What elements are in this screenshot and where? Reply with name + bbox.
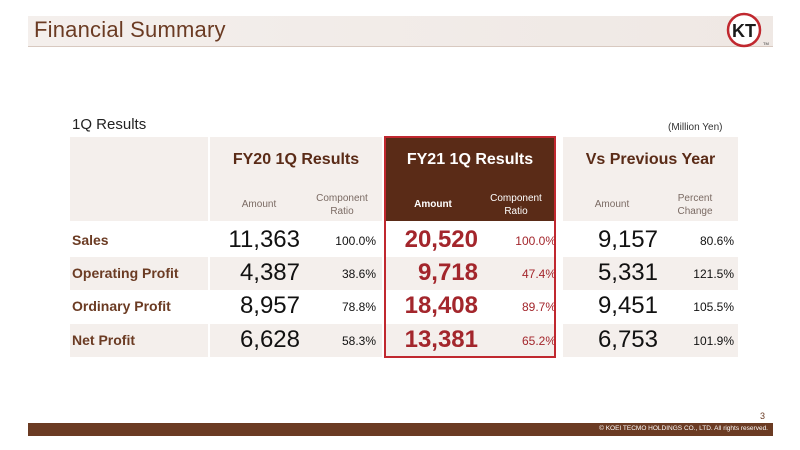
vs-change: 101.9% (693, 334, 734, 348)
row-label: Net Profit (72, 332, 135, 348)
table-row: Net Profit 6,628 58.3% 13,381 65.2% 6,753 101.… (70, 324, 738, 357)
vs-title: Vs Previous Year (585, 151, 716, 168)
fy21-ratio: 89.7% (521, 300, 556, 314)
row-label: Sales (72, 232, 109, 248)
fy21-amount-header: Amount (414, 199, 452, 210)
fy20-amount: 11,363 (228, 226, 300, 253)
fy20-ratio: 38.6% (341, 267, 376, 281)
header-vs: Vs Previous Year Amount Percent Change (563, 137, 738, 221)
logo-text: KT (732, 21, 756, 41)
row-shade (563, 324, 738, 357)
row-shade (70, 324, 208, 357)
vs-amount: 6,753 (597, 326, 658, 353)
vs-amount-header: Amount (594, 199, 630, 210)
row-shade (563, 257, 738, 290)
row-shade (384, 257, 556, 290)
header-fy21: FY21 1Q Results Amount Component Ratio (384, 137, 556, 221)
fy21-ratio: 100.0% (515, 234, 556, 248)
fy20-ratio: 58.3% (341, 334, 376, 348)
footer-bar (28, 423, 773, 436)
koei-tecmo-logo: KT TM (726, 12, 769, 48)
fy21-title: FY21 1Q Results (406, 151, 534, 168)
title-bar (28, 16, 773, 47)
fy20-amount: 4,387 (239, 259, 300, 286)
header-empty-cell (70, 137, 208, 221)
row-shade (210, 324, 382, 357)
header-fy20: FY20 1Q Results Amount Component Ratio (210, 137, 382, 221)
fy21-ratio-header: Component Ratio (490, 193, 542, 217)
vs-amount: 5,331 (597, 259, 658, 286)
fy21-amount: 20,520 (404, 226, 478, 253)
fy21-amount: 9,718 (417, 259, 478, 286)
table-row: Ordinary Profit 8,957 78.8% 18,408 89.7% 9,45… (70, 290, 738, 323)
fy21-ratio: 65.2% (521, 334, 556, 348)
vs-change-header: Percent Change (677, 193, 713, 217)
logo-tm: TM (763, 41, 769, 46)
row-label: Ordinary Profit (72, 298, 171, 314)
fy20-title: FY20 1Q Results (232, 151, 360, 168)
row-shade (70, 257, 208, 290)
fy20-amount: 8,957 (239, 292, 300, 319)
fy20-ratio: 100.0% (335, 234, 376, 248)
table-row: Operating Profit 4,387 38.6% 9,718 47.4% 5,33… (70, 257, 738, 290)
section-subtitle: 1Q Results (72, 116, 147, 133)
row-shade (384, 324, 556, 357)
fy20-ratio: 78.8% (341, 300, 376, 314)
row-shade (210, 257, 382, 290)
unit-label: (Million Yen) (668, 122, 723, 133)
fy21-ratio: 47.4% (521, 267, 556, 281)
fy20-ratio-header: Component Ratio (316, 193, 368, 217)
page-title: Financial Summary (34, 17, 226, 42)
table-row: Sales 11,363 100.0% 20,520 100.0% 9,157 80.6% (70, 224, 738, 257)
fy20-amount: 6,628 (239, 326, 300, 353)
copyright-text: © KOEI TECMO HOLDINGS CO., LTD. All righ… (599, 425, 768, 432)
row-label: Operating Profit (72, 265, 179, 281)
vs-change: 105.5% (693, 300, 734, 314)
vs-amount: 9,451 (597, 292, 658, 319)
fy21-amount: 13,381 (404, 326, 478, 353)
page-number: 3 (760, 411, 766, 421)
fy20-amount-header: Amount (241, 199, 277, 210)
vs-change: 80.6% (699, 234, 734, 248)
vs-change: 121.5% (693, 267, 734, 281)
vs-amount: 9,157 (597, 226, 658, 253)
fy21-amount: 18,408 (404, 292, 478, 319)
